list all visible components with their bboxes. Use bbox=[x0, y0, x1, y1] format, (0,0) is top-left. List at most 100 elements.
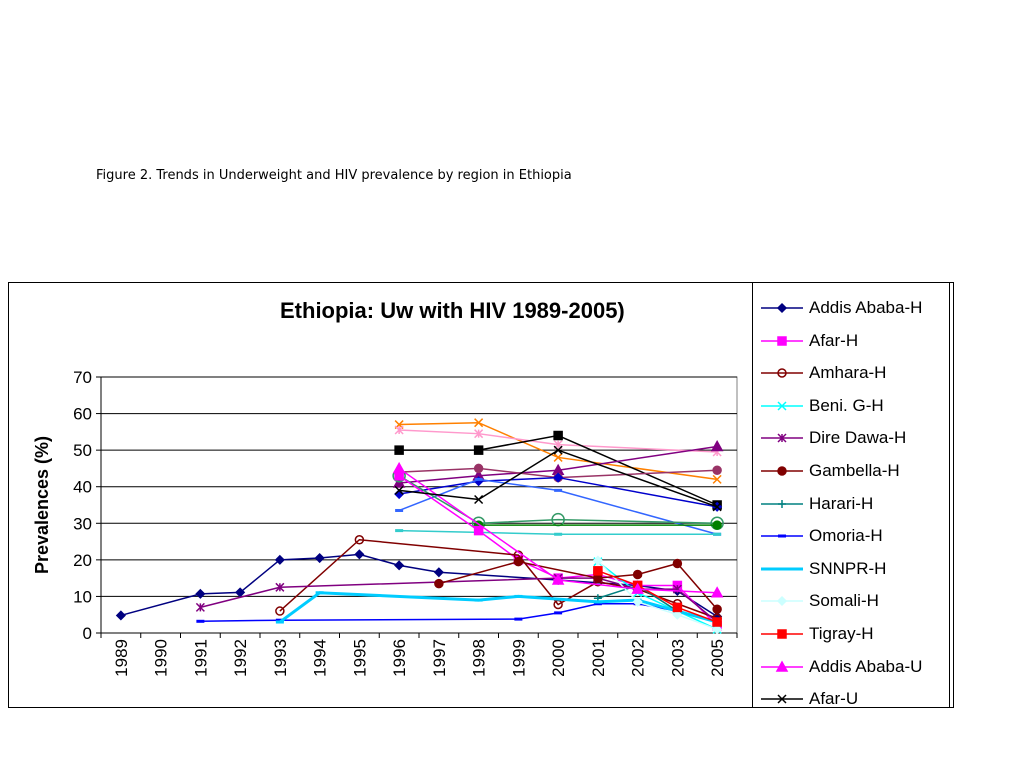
legend-swatch bbox=[761, 629, 803, 639]
x-tick-label: 2003 bbox=[668, 639, 687, 677]
data-point bbox=[778, 534, 786, 538]
x-tick-label: 1999 bbox=[509, 639, 528, 677]
series-line bbox=[399, 529, 718, 536]
y-tick-label: 70 bbox=[73, 368, 92, 387]
data-point bbox=[672, 609, 683, 620]
series-extra-7 bbox=[392, 468, 724, 531]
legend-swatch bbox=[761, 335, 803, 346]
data-point bbox=[712, 617, 722, 627]
data-point bbox=[395, 508, 404, 512]
legend-swatch bbox=[761, 302, 803, 314]
chart-legend: Addis Ababa-H Afar-H Amhara-H Beni. G-H Dire… bbox=[752, 282, 950, 708]
data-point bbox=[394, 425, 404, 435]
legend-label: Afar-U bbox=[809, 689, 859, 709]
data-point bbox=[777, 433, 787, 443]
legend-swatch bbox=[761, 401, 803, 411]
data-point bbox=[275, 582, 285, 592]
legend-item: SNNPR-H bbox=[753, 553, 949, 585]
x-tick-label: 2000 bbox=[549, 639, 568, 677]
x-tick-label: 1992 bbox=[231, 639, 250, 677]
data-point bbox=[777, 466, 787, 476]
legend-item: Dire Dawa-H bbox=[753, 422, 949, 454]
series-line bbox=[279, 538, 718, 620]
data-point bbox=[314, 552, 325, 564]
data-point bbox=[632, 569, 643, 580]
chart-frame bbox=[8, 282, 954, 708]
data-point bbox=[593, 600, 602, 604]
y-tick-label: 60 bbox=[73, 405, 92, 424]
data-point bbox=[394, 485, 404, 495]
plot-background bbox=[100, 376, 738, 634]
data-point bbox=[776, 302, 788, 314]
legend-swatch bbox=[761, 433, 803, 443]
data-point bbox=[473, 525, 484, 536]
series-line bbox=[398, 475, 718, 525]
legend-label: Amhara-H bbox=[809, 363, 887, 383]
data-point bbox=[593, 566, 603, 576]
legend-swatch bbox=[761, 660, 803, 672]
data-point bbox=[672, 558, 683, 569]
legend-label: Dire Dawa-H bbox=[809, 428, 907, 448]
data-point bbox=[394, 560, 405, 571]
legend-label: Addis Ababa-U bbox=[809, 656, 923, 676]
legend-swatch bbox=[761, 499, 803, 508]
series-line bbox=[399, 421, 718, 481]
data-point bbox=[712, 520, 722, 530]
data-point bbox=[354, 549, 365, 560]
data-point bbox=[777, 629, 787, 639]
series-line bbox=[399, 429, 718, 453]
data-point bbox=[632, 596, 643, 607]
plot-area: 0 10 20 30 40 50 60 70 1989 1990 1991 1992 1993 1994 1… bbox=[32, 368, 738, 677]
x-tick-label: 1993 bbox=[271, 639, 290, 677]
series-line bbox=[398, 475, 718, 627]
data-point bbox=[710, 439, 724, 452]
data-point bbox=[712, 502, 722, 512]
x-tick-label: 2005 bbox=[708, 639, 727, 677]
data-point bbox=[554, 532, 563, 536]
data-point bbox=[593, 602, 602, 606]
data-point bbox=[394, 445, 404, 455]
data-point bbox=[554, 611, 563, 615]
legend-item: Afar-H bbox=[753, 325, 949, 357]
legend-item: Afar-U bbox=[753, 683, 949, 715]
figure-caption: Figure 2. Trends in Underweight and HIV … bbox=[96, 168, 572, 183]
legend-item: Harari-H bbox=[753, 488, 949, 520]
y-axis-label: Prevalences (%) bbox=[32, 436, 52, 574]
y-tick-label: 40 bbox=[73, 478, 92, 497]
data-point bbox=[474, 494, 484, 505]
data-point bbox=[513, 556, 524, 567]
data-point bbox=[474, 418, 484, 428]
data-point bbox=[434, 578, 444, 589]
data-point bbox=[473, 445, 484, 455]
y-tick-label: 10 bbox=[73, 587, 92, 606]
legend-label: Tigray-H bbox=[809, 624, 874, 643]
x-tick-label: 1994 bbox=[311, 639, 330, 677]
x-tick-label: 1997 bbox=[430, 639, 449, 677]
series-line bbox=[399, 476, 718, 508]
legend-item: Addis Ababa-U bbox=[753, 651, 949, 683]
series-line bbox=[597, 561, 718, 631]
data-point bbox=[551, 573, 565, 585]
data-point bbox=[777, 335, 787, 346]
data-point bbox=[775, 660, 789, 672]
legend-swatch bbox=[761, 596, 803, 607]
legend-item: Amhara-H bbox=[753, 357, 949, 389]
y-tick-label: 30 bbox=[73, 514, 92, 533]
legend-label: Gambella-H bbox=[809, 461, 900, 480]
legend-label: SNNPR-H bbox=[809, 558, 887, 578]
series-somali-h bbox=[592, 555, 723, 635]
data-point bbox=[553, 472, 564, 483]
legend-swatch bbox=[761, 534, 803, 538]
data-point bbox=[275, 620, 284, 624]
data-point bbox=[235, 587, 246, 598]
data-point bbox=[672, 602, 683, 613]
x-tick-label: 1998 bbox=[470, 639, 489, 677]
data-point bbox=[392, 461, 406, 474]
series-addis-ababa-u bbox=[392, 461, 724, 598]
data-point bbox=[777, 694, 787, 704]
data-point bbox=[553, 452, 563, 462]
data-point bbox=[712, 465, 722, 476]
series-line bbox=[438, 560, 718, 610]
y-tick-label: 0 bbox=[83, 624, 92, 643]
